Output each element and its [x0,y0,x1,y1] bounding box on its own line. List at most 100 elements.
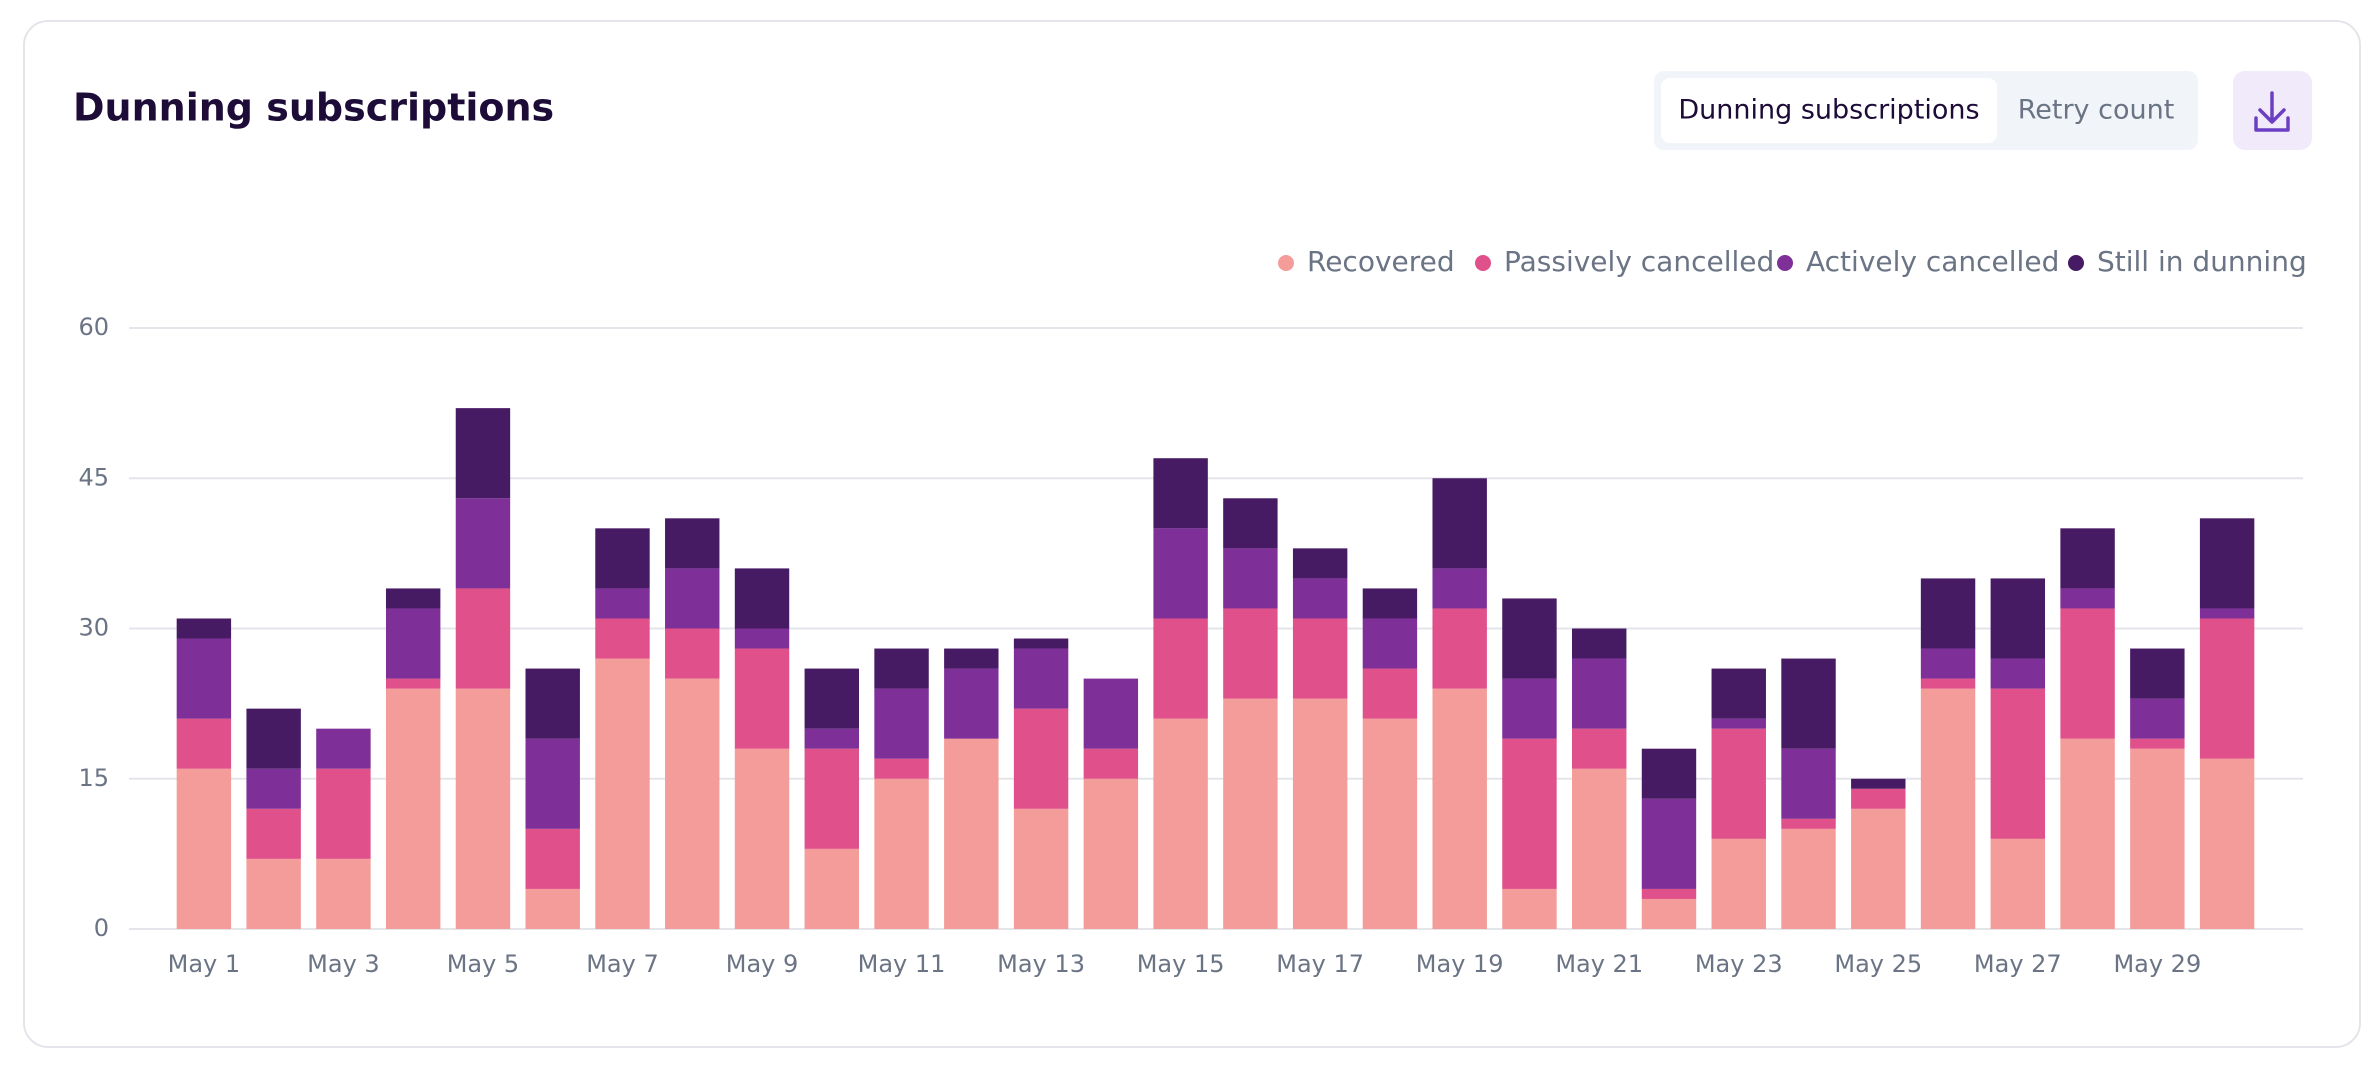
bar-segment [455,408,511,499]
legend-dot [1278,255,1294,271]
tab[interactable]: Retry count [2018,95,2175,126]
bar-segment [2130,648,2185,699]
bar-segment [1432,688,1487,929]
bar-segment [2199,518,2255,609]
bar-segment [1990,578,2046,659]
bar-segment [1781,818,1836,829]
y-tick-label: 60 [78,313,109,341]
bar-segment [1920,688,1976,929]
bar-segment [1362,588,1418,619]
bar-segment [1502,738,1557,889]
bar-segment [1292,548,1348,579]
bar-segment [2130,738,2185,749]
bar-segment [1153,458,1208,529]
bar-segment [2199,608,2255,619]
x-tick-label: May 27 [1974,950,2062,978]
download-button[interactable] [2233,71,2312,150]
bar-segment [1153,618,1208,719]
bar-segment [1920,678,1976,689]
bar-segment [176,718,232,769]
bar-segment [525,828,580,889]
bar-segment [1153,528,1208,619]
x-tick-label: May 19 [1416,950,1504,978]
x-tick-label: May 17 [1276,950,1364,978]
tab[interactable]: Dunning subscriptions [1678,95,1979,126]
bar-segment [1502,678,1557,739]
bar-segment [246,858,301,929]
bar-segment [1223,498,1278,549]
bar-segment [1711,718,1766,729]
legend-label: Passively cancelled [1504,245,1774,278]
bar-segment [176,618,232,639]
bar-segment [455,498,511,589]
bar-segment [455,688,511,929]
bar-segment [1711,838,1766,929]
bar-segment [665,628,720,679]
bar-segment [734,648,790,749]
legend-dot [1777,255,1793,271]
bar-segment [1920,578,1976,649]
bar-segment [804,748,859,849]
bar-segment [595,528,650,589]
bar-segment [665,568,720,629]
bar-segment [2060,528,2115,589]
bar-segment [1641,898,1697,929]
bar-segment [595,658,650,929]
bar-segment [2060,608,2115,739]
bar-segment [246,808,301,859]
bar-segment [1223,608,1278,699]
bar-segment [734,628,790,649]
bar-segment [246,708,301,769]
bar-segment [385,688,441,929]
bar-segment [944,648,999,669]
bar-segment [1013,638,1069,649]
bar-segment [385,588,441,609]
x-tick-label: May 1 [168,950,241,978]
x-tick-label: May 25 [1834,950,1922,978]
y-tick-label: 15 [78,764,109,792]
x-tick-label: May 23 [1695,950,1783,978]
bar-segment [1362,718,1418,929]
bar-segment [2060,588,2115,609]
tab-active[interactable] [1661,78,1997,143]
bar-segment [2130,748,2185,929]
bar-segment [1013,648,1069,709]
bar-segment [455,588,511,689]
bar-segment [1083,778,1139,929]
bar-segment [1153,718,1208,929]
bar-segment [595,618,650,659]
download-icon[interactable] [2254,91,2290,132]
x-tick-label: May 13 [997,950,1085,978]
bar-segment [176,768,232,929]
bar-segment [2060,738,2115,929]
bar-segment [1083,748,1139,779]
x-tick-label: May 9 [726,950,799,978]
bar-segment [1990,838,2046,929]
x-tick-label: May 15 [1137,950,1225,978]
bar-segment [874,778,929,929]
bar-segment [734,748,790,929]
bar-segment [1781,658,1836,749]
bar-segment [1711,668,1766,719]
bar-segment [1432,568,1487,609]
bar-segment [1013,708,1069,809]
bar-segment [1920,648,1976,679]
bar-segment [1572,628,1627,659]
bar-segment [1572,768,1627,929]
bar-segment [1362,668,1418,719]
bar-segment [1572,658,1627,729]
bar-segment [1432,478,1487,569]
bar-segment [1572,728,1627,769]
y-tick-label: 45 [78,463,109,491]
x-tick-label: May 11 [858,950,946,978]
x-tick-label: May 5 [447,950,520,978]
x-tick-label: May 29 [2113,950,2201,978]
x-tick-label: May 3 [307,950,380,978]
bar-segment [1641,888,1697,899]
bar-segment [874,688,929,759]
bar-segment [1292,578,1348,619]
bar-segment [246,768,301,809]
bar-segment [176,638,232,719]
bar-segment [385,678,441,689]
